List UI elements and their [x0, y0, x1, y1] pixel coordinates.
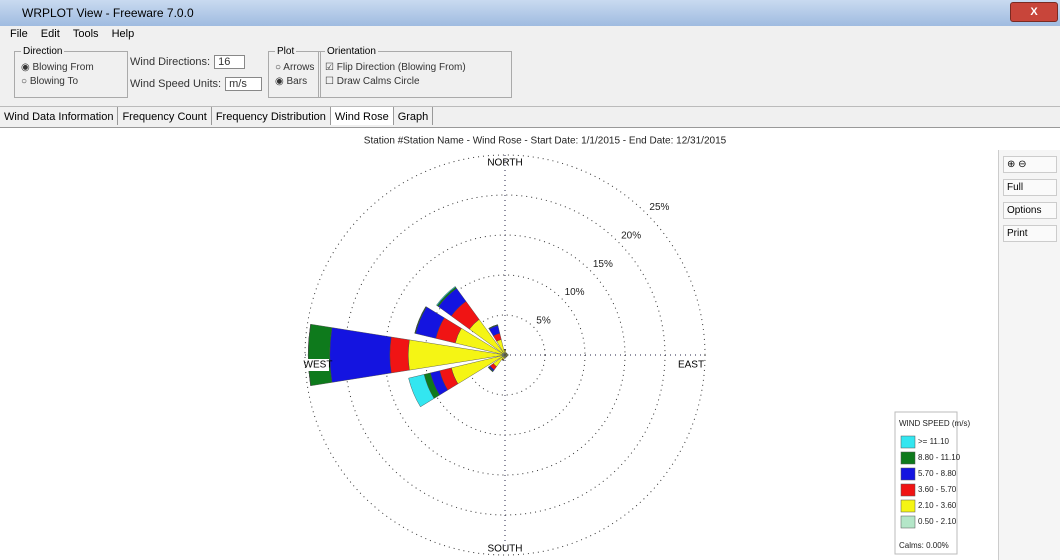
chart-title: Station #Station Name - Wind Rose - Star… [364, 136, 727, 147]
window-title: WRPLOT View - Freeware 7.0.0 [22, 6, 194, 20]
legend-label: 2.10 - 3.60 [918, 501, 957, 510]
setting-label: Wind Directions: [130, 56, 211, 68]
tab[interactable]: Frequency Distribution [212, 107, 331, 125]
compass-label: WEST [304, 360, 333, 371]
legend-swatch [900, 515, 916, 529]
dropdown[interactable]: m/s [225, 77, 262, 91]
settings: Wind Directions: 16 Wind Speed Units: m/s [130, 52, 262, 94]
checkbox-label: Draw Calms Circle [336, 76, 420, 87]
petal-segment [501, 359, 504, 361]
setting: Wind Speed Units: m/s [130, 77, 262, 91]
setting: Wind Directions: 16 [130, 55, 260, 69]
ring-label: 5% [536, 315, 551, 326]
legend-box [894, 411, 958, 555]
tab[interactable]: Wind Data Information [0, 107, 119, 125]
petal-segment [408, 374, 435, 408]
dropdown[interactable]: 16 [214, 55, 246, 69]
ring [304, 154, 706, 556]
menu-item[interactable]: Edit [40, 28, 60, 40]
menu-item[interactable]: Help [111, 28, 135, 40]
petal-segment [389, 336, 410, 374]
tab[interactable]: Wind Rose [330, 107, 394, 125]
calms-label: Calms: 0.00% [899, 541, 949, 550]
orientation-group: Orientation ☑ Flip Direction (Blowing Fr… [318, 46, 512, 98]
tool-button[interactable]: Print [1003, 225, 1057, 242]
petal-segment [308, 323, 333, 387]
group-title: Plot [277, 46, 295, 57]
label-box [307, 359, 329, 371]
radio[interactable]: ○ Blowing To [21, 76, 79, 87]
radio-label: Arrows [283, 62, 315, 73]
radio[interactable]: ○ Arrows [275, 62, 315, 73]
petal-segment [436, 286, 456, 306]
radio-label: Blowing From [32, 62, 94, 73]
compass-label: SOUTH [488, 544, 523, 555]
tab[interactable]: Frequency Count [118, 107, 212, 125]
menu-item[interactable]: Tools [72, 28, 99, 40]
legend-swatch [900, 451, 916, 465]
side-toolbar: ⊕ ⊖ Full Options Print [998, 150, 1060, 560]
menu-bar: File Edit Tools Help [0, 26, 1060, 42]
menu-item[interactable]: File [10, 28, 28, 40]
tool-button[interactable]: Options [1003, 202, 1057, 219]
close-button[interactable]: X [1010, 2, 1058, 22]
ring-label: 20% [621, 231, 641, 242]
petal-segment [408, 339, 503, 371]
petal-segment [329, 327, 392, 383]
ring-label: 25% [649, 202, 669, 213]
toolbar: Direction ◉ Blowing From ○ Blowing To Wi… [0, 42, 1060, 107]
legend-label: 5.70 - 8.80 [918, 469, 957, 478]
legend-swatch [900, 435, 916, 449]
legend-swatch [900, 499, 916, 513]
legend-title: WIND SPEED (m/s) [899, 419, 970, 428]
setting-label: Wind Speed Units: [130, 78, 222, 90]
plot-group: Plot ○ Arrows ◉ Bars [268, 46, 322, 98]
legend-swatch [900, 467, 916, 481]
group-title: Orientation [327, 46, 376, 57]
legend-label: 0.50 - 2.10 [918, 517, 957, 526]
wind-rose-chart: Station #Station Name - Wind Rose - Star… [304, 136, 970, 556]
checkbox[interactable]: ☑ Flip Direction (Blowing From) [325, 62, 466, 73]
compass-label: EAST [678, 360, 704, 371]
radio-label: Bars [286, 76, 308, 87]
radio-label: Blowing To [29, 76, 79, 87]
zoom-buttons[interactable]: ⊕ ⊖ [1003, 156, 1057, 173]
legend-swatch [900, 483, 916, 497]
tool-button[interactable]: Full [1003, 179, 1057, 196]
petal-segment [488, 324, 498, 329]
ring-label: 10% [565, 287, 585, 298]
checkbox-label: Flip Direction (Blowing From) [336, 62, 466, 73]
title-bar: WRPLOT View - Freeware 7.0.0 X [0, 0, 1060, 26]
legend-label: 3.60 - 5.70 [918, 485, 957, 494]
legend-label: >= 11.10 [918, 437, 950, 446]
checkbox[interactable]: ☐ Draw Calms Circle [325, 76, 420, 87]
ring-label: 15% [593, 259, 613, 270]
direction-group: Direction ◉ Blowing From ○ Blowing To [14, 46, 128, 98]
group-title: Direction [23, 46, 63, 57]
tab-strip: Wind Data Information Frequency Count Freq… [0, 107, 1060, 128]
compass-label: NORTH [487, 158, 522, 169]
radio[interactable]: ◉ Blowing From [21, 62, 94, 73]
legend-label: 8.80 - 11.10 [918, 453, 961, 462]
radio[interactable]: ◉ Bars [275, 76, 308, 87]
tab[interactable]: Graph [394, 107, 434, 125]
